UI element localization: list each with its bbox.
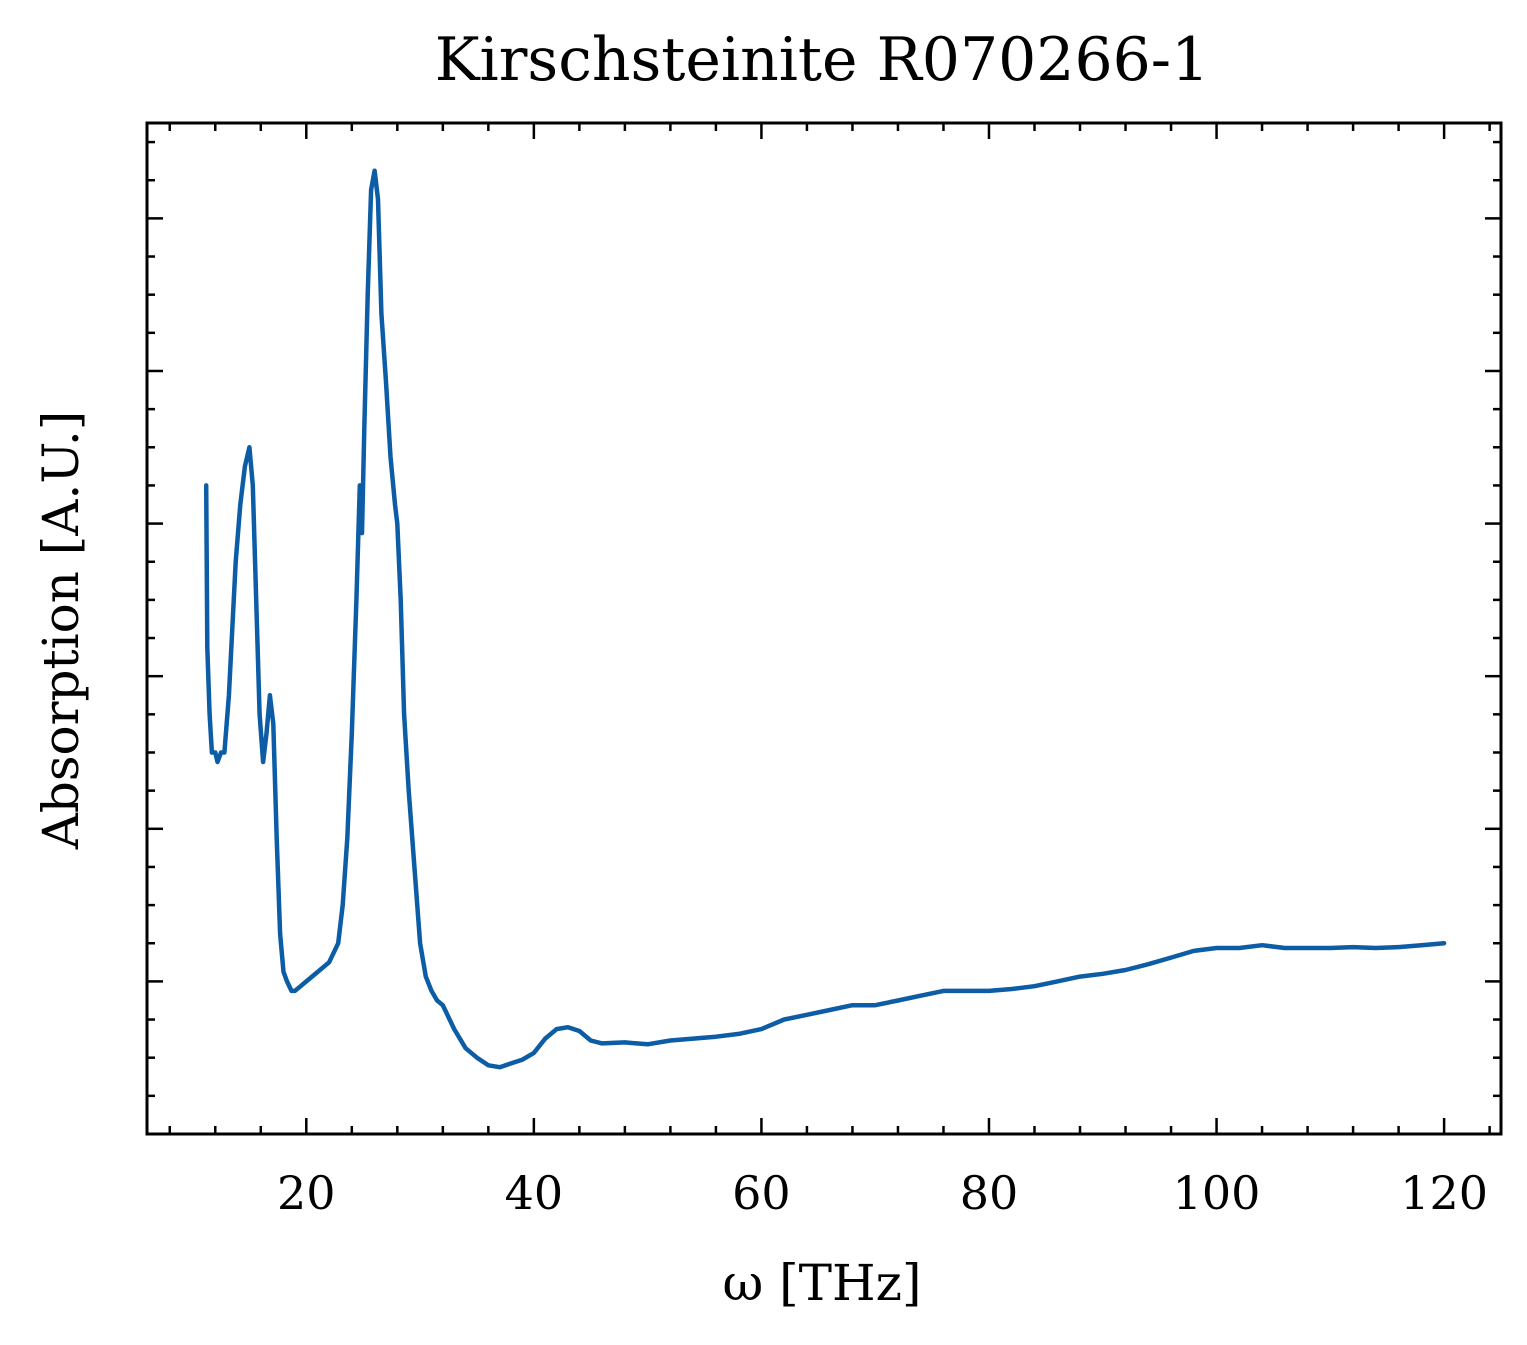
x-tick-labels: 20 40 60 80 100 120 [277,1166,1488,1220]
x-tick-label: 40 [505,1166,564,1220]
x-tick-label: 100 [1173,1166,1261,1220]
y-axis-label: Absorption [A.U.] [32,411,90,851]
x-tick-label: 80 [960,1166,1019,1220]
x-tick-label: 60 [732,1166,791,1220]
x-tick-label: 120 [1400,1166,1488,1220]
plot-frame [145,121,1503,1136]
x-tick-label: 20 [277,1166,336,1220]
series-line [203,168,1447,1070]
chart-title: Kirschsteinite R070266-1 [435,25,1210,95]
axis-ticks [147,123,1501,1134]
x-axis-label: ω [THz] [723,1254,922,1312]
